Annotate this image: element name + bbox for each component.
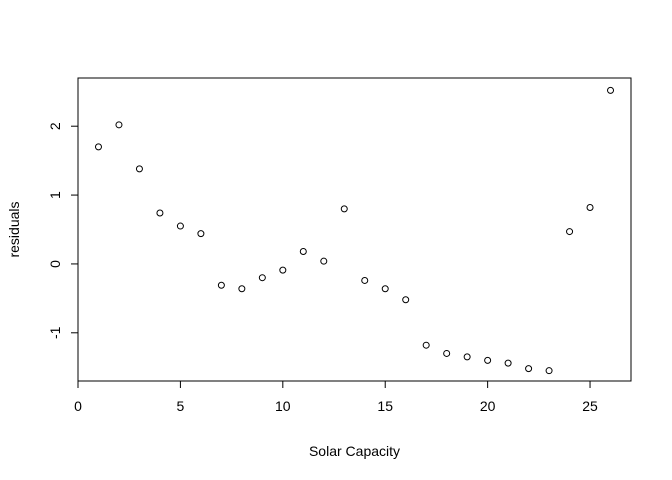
data-point	[607, 86, 615, 94]
data-point	[320, 257, 328, 265]
y-axis: -1 0 1 2	[47, 122, 79, 339]
data-point	[340, 205, 348, 213]
data-point	[566, 228, 574, 236]
x-tick-label: 10	[275, 398, 291, 414]
data-point	[443, 349, 451, 357]
x-tick-label: 25	[582, 398, 598, 414]
data-point	[115, 121, 123, 129]
data-point	[135, 165, 143, 173]
data-point	[258, 274, 266, 282]
data-point	[484, 356, 492, 364]
data-point	[422, 341, 430, 349]
x-tick-label: 15	[377, 398, 393, 414]
x-axis: 0 5 10 15 20 25	[74, 380, 598, 414]
x-axis-label: Solar Capacity	[309, 443, 400, 459]
data-point	[586, 203, 594, 211]
data-point	[545, 367, 553, 375]
x-tick-label: 0	[74, 398, 82, 414]
data-point	[381, 285, 389, 293]
data-point	[525, 365, 533, 373]
y-tick-label: 0	[47, 260, 63, 268]
data-point	[299, 248, 307, 256]
y-tick-label: -1	[47, 326, 63, 339]
data-point	[238, 285, 246, 293]
data-point	[504, 359, 512, 367]
y-tick-label: 2	[47, 122, 63, 130]
data-points	[94, 86, 615, 375]
x-tick-label: 5	[177, 398, 185, 414]
data-point	[217, 281, 225, 289]
data-point	[94, 143, 102, 151]
data-point	[361, 276, 369, 284]
y-tick-label: 1	[47, 191, 63, 199]
plot-frame	[77, 77, 632, 382]
y-axis-label: residuals	[6, 201, 22, 257]
x-tick-label: 20	[480, 398, 496, 414]
data-point	[176, 222, 184, 230]
data-point	[402, 296, 410, 304]
data-point	[279, 266, 287, 274]
data-point	[197, 230, 205, 238]
data-point	[156, 209, 164, 217]
data-point	[463, 353, 471, 361]
